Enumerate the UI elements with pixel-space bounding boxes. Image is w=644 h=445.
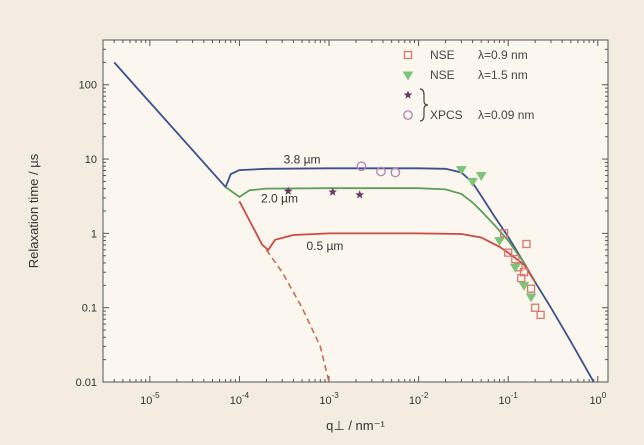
- curve-label-0: 3.8 µm: [284, 153, 321, 167]
- series-2-star: [283, 186, 364, 199]
- legend-name: NSE: [430, 68, 455, 82]
- series-1-triangle: [455, 166, 537, 303]
- y-tick-label: 1: [91, 228, 97, 240]
- data-point: [526, 284, 536, 293]
- y-tick-label: 0.01: [76, 377, 97, 389]
- curve-line-2: [238, 200, 536, 283]
- y-axis-label: Relaxation time / µs: [26, 153, 41, 268]
- legend-wavelength: λ=0.09 nm: [478, 108, 534, 122]
- data-point: [525, 293, 537, 303]
- data-point: [475, 172, 487, 182]
- data-point: [509, 263, 521, 273]
- series-0-square: [499, 229, 545, 320]
- data-point: [356, 161, 367, 172]
- data-point: [522, 239, 531, 249]
- curve-line-0: [113, 61, 595, 383]
- legend-wavelength: λ=1.5 nm: [478, 68, 528, 82]
- data-point: [283, 186, 293, 195]
- series-3-circle: [356, 161, 401, 178]
- data-point: [494, 237, 505, 247]
- data-point: [455, 166, 467, 176]
- data-point: [536, 310, 545, 320]
- data-point: [390, 167, 401, 178]
- data-point: [517, 273, 526, 283]
- y-tick-label: 10: [85, 154, 97, 166]
- legend-brace: [419, 88, 429, 122]
- data-point: [504, 248, 513, 257]
- x-tick-label: 100: [589, 391, 606, 407]
- x-tick-label: 10-1: [499, 391, 519, 407]
- legend-wavelength: λ=0.9 nm: [478, 48, 528, 62]
- data-point: [511, 254, 520, 264]
- data-point: [328, 187, 337, 196]
- data-point: [467, 177, 478, 187]
- x-tick-label: 10-4: [230, 391, 250, 407]
- dashed-extrapolation-line: [265, 249, 330, 383]
- legend-name: NSE: [430, 48, 455, 62]
- plot-area: [102, 39, 609, 383]
- x-tick-label: 10-5: [140, 391, 160, 407]
- legend-marker-triangle: [402, 71, 414, 81]
- x-axis-label: q⊥ / nm⁻¹: [326, 418, 385, 433]
- data-point: [519, 268, 529, 277]
- curve-label-2: 0.5 µm: [306, 239, 343, 253]
- x-tick-label: 10-2: [409, 391, 429, 407]
- data-point: [518, 281, 530, 291]
- data-point: [499, 229, 509, 238]
- legend-marker-star: [403, 90, 413, 99]
- x-tick-label: 10-3: [319, 391, 339, 407]
- legend-name: XPCS: [430, 108, 463, 122]
- curve-line-1: [225, 186, 536, 283]
- legend: NSE λ=0.9 nm NSE λ=1.5 nm XPCS λ=0.09 nm: [402, 48, 534, 122]
- y-tick-label: 0.1: [82, 303, 97, 315]
- legend-marker-square: [403, 50, 413, 60]
- data-point: [355, 190, 364, 199]
- legend-marker-circle: [403, 110, 413, 120]
- y-tick-label: 100: [79, 80, 97, 92]
- data-point: [376, 166, 386, 177]
- curve-label-1: 2.0 µm: [261, 192, 298, 206]
- data-point: [531, 303, 540, 312]
